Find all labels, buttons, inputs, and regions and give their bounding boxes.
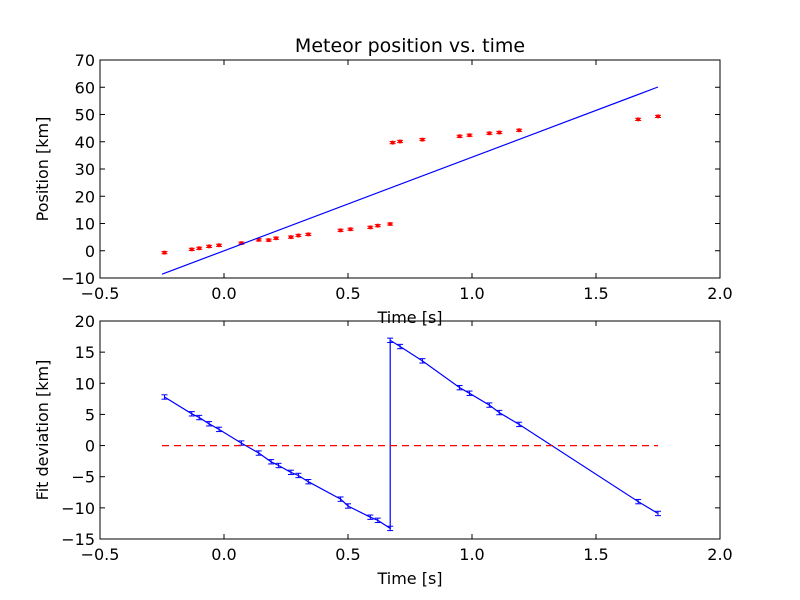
position-plot-point <box>348 227 353 232</box>
deviation-plot-frame <box>99 320 721 540</box>
position-plot-ytick-label: −10 <box>61 269 95 288</box>
position-plot-point <box>368 225 373 230</box>
position-plot-point <box>197 246 202 251</box>
deviation-plot-ytick-label: 20 <box>75 312 95 331</box>
position-plot-point <box>338 228 343 233</box>
deviation-plot-marks <box>161 337 661 532</box>
position-plot-point <box>457 134 462 139</box>
deviation-plot-ytick-label: 0 <box>85 437 95 456</box>
position-plot-ticks: −0.5 0.0 0.5 1.0 1.5 2.0 −10 0 10 20 30 40 50 60 70 <box>61 51 732 303</box>
deviation-plot-ytick-label: −10 <box>61 499 95 518</box>
position-plot-point <box>162 250 167 255</box>
deviation-plot-xtick-label: 1.0 <box>459 545 484 564</box>
position-plot-point <box>390 140 395 145</box>
position-plot-point <box>517 128 522 133</box>
position-plot-point <box>398 139 403 144</box>
position-plot-xtick-label: 1.5 <box>583 284 608 303</box>
position-plot-point <box>296 233 301 238</box>
position-plot-xtick-label: 1.0 <box>459 284 484 303</box>
position-plot-ylabel: Position [km] <box>33 117 52 222</box>
position-plot-series-1 <box>161 86 659 275</box>
deviation-plot-xtick-label: 2.0 <box>707 545 732 564</box>
position-plot-ytick-label: 20 <box>75 187 95 206</box>
position-plot-point <box>306 232 311 237</box>
deviation-plot-ytick-label: 5 <box>85 405 95 424</box>
deviation-plot-ytick-label: −5 <box>71 468 95 487</box>
position-plot-point <box>375 223 380 228</box>
position-plot-point <box>189 247 194 252</box>
deviation-plot-ylabel: Fit deviation [km] <box>33 360 52 501</box>
position-plot: −0.5 0.0 0.5 1.0 1.5 2.0 −10 0 10 20 30 40 50 60 70 Me… <box>33 35 733 327</box>
position-plot-point <box>487 131 492 136</box>
position-plot-ytick-label: 0 <box>85 242 95 261</box>
position-plot-point <box>636 117 641 122</box>
position-plot-point <box>274 236 279 241</box>
deviation-plot-xlabel: Time [s] <box>376 569 442 588</box>
position-plot-point <box>467 133 472 138</box>
deviation-plot-series-0 <box>161 337 661 532</box>
position-plot-point <box>288 235 293 240</box>
deviation-plot-xtick-label: 0.5 <box>335 545 360 564</box>
position-plot-ytick-label: 70 <box>75 51 95 70</box>
position-plot-ytick-label: 10 <box>75 215 95 234</box>
position-plot-ytick-label: 50 <box>75 106 95 125</box>
position-plot-point <box>256 237 261 242</box>
position-plot-series-line <box>161 86 659 275</box>
deviation-plot-ytick-label: −15 <box>61 530 95 549</box>
deviation-plot-ytick-label: 15 <box>75 343 95 362</box>
deviation-plot-ticks: −0.5 0.0 0.5 1.0 1.5 2.0 −15 −10 −5 0 5 10 15 20 <box>61 312 732 564</box>
position-plot-ytick-label: 40 <box>75 133 95 152</box>
position-plot-ytick-label: 30 <box>75 160 95 179</box>
position-plot-xlabel: Time [s] <box>376 308 442 327</box>
position-plot-point <box>207 244 212 249</box>
position-plot-xtick-label: 0.5 <box>335 284 360 303</box>
position-plot-point <box>217 243 222 248</box>
position-plot-ytick-label: 60 <box>75 78 95 97</box>
position-plot-title: Meteor position vs. time <box>295 35 525 57</box>
position-plot-point <box>266 238 271 243</box>
position-plot-point <box>497 130 502 135</box>
deviation-plot-xtick-label: 1.5 <box>583 545 608 564</box>
position-plot-marks <box>161 86 661 275</box>
position-plot-point <box>388 222 393 227</box>
position-plot-point <box>420 137 425 142</box>
deviation-plot-xtick-label: −0.5 <box>81 545 120 564</box>
deviation-plot-ytick-label: 10 <box>75 374 95 393</box>
position-plot-xtick-label: −0.5 <box>81 284 120 303</box>
deviation-plot: −0.5 0.0 0.5 1.0 1.5 2.0 −15 −10 −5 0 5 10 15 20 Time… <box>33 312 733 588</box>
position-plot-xtick-label: 2.0 <box>707 284 732 303</box>
position-plot-series-0 <box>161 114 661 255</box>
deviation-plot-xtick-label: 0.0 <box>211 545 236 564</box>
position-plot-xtick-label: 0.0 <box>211 284 236 303</box>
position-plot-point <box>656 114 660 119</box>
